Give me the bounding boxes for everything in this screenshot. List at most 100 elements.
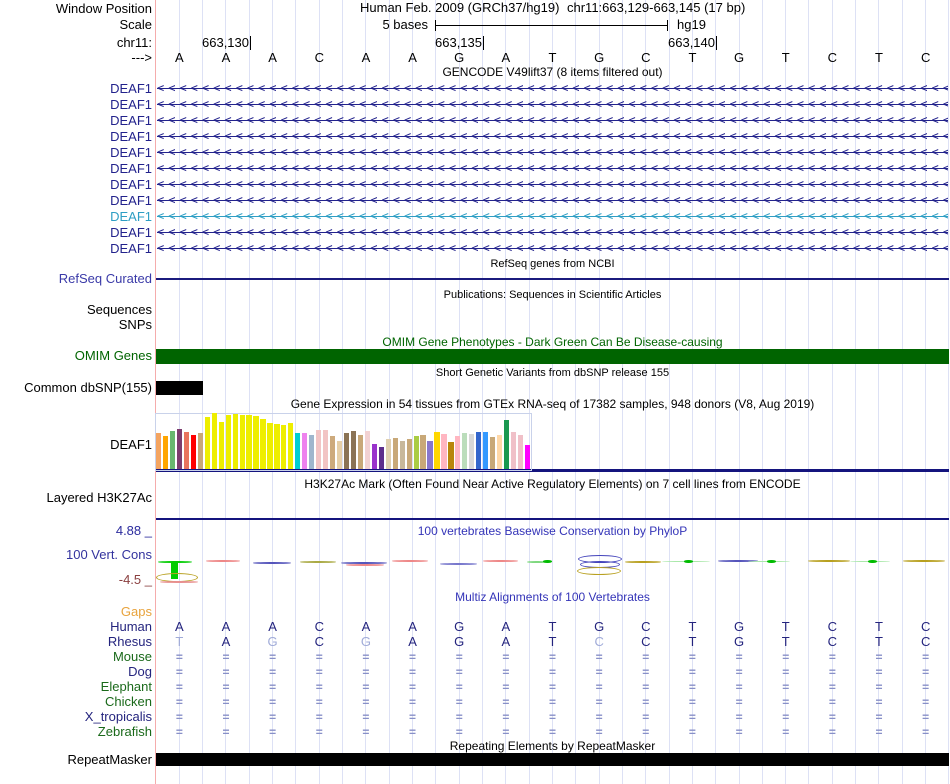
track-label-4-88-[interactable]: 4.88 _ [115, 523, 152, 538]
transcript-label[interactable]: DEAF1 [110, 129, 152, 144]
species-label-dog[interactable]: Dog [128, 664, 152, 679]
track-label-sequences[interactable]: Sequences [86, 302, 152, 317]
gtex-tissue-bar[interactable] [204, 417, 210, 469]
omim-genes-bar[interactable] [156, 349, 949, 364]
h3k27ac-baseline[interactable] [156, 518, 949, 520]
gtex-tissue-bar[interactable] [162, 436, 169, 469]
track-label-omim-genes[interactable]: OMIM Genes [74, 348, 152, 363]
gtex-tissue-bar[interactable] [316, 430, 322, 469]
species-label-chicken[interactable]: Chicken [105, 694, 152, 709]
gtex-tissue-bar[interactable] [378, 447, 384, 469]
transcript-label[interactable]: DEAF1 [110, 113, 152, 128]
transcript-intron-arrows[interactable]: <<<<<<<<<<<<<<<<<<<<<<<<<<<<<<<<<<<<<<<<… [157, 146, 948, 159]
gtex-tissue-bar[interactable] [350, 431, 357, 469]
refseq-curated-line[interactable] [156, 278, 949, 280]
transcript-intron-arrows[interactable]: <<<<<<<<<<<<<<<<<<<<<<<<<<<<<<<<<<<<<<<<… [157, 130, 948, 143]
gtex-tissue-bar[interactable] [211, 413, 217, 469]
species-label-zebrafish[interactable]: Zebrafish [97, 724, 152, 739]
transcript-label[interactable]: DEAF1 [110, 81, 152, 96]
species-label-elephant[interactable]: Elephant [100, 679, 152, 694]
transcript-intron-arrows[interactable]: <<<<<<<<<<<<<<<<<<<<<<<<<<<<<<<<<<<<<<<<… [157, 226, 948, 239]
track-label--[interactable]: ---> [131, 50, 152, 65]
gtex-tissue-bar[interactable] [483, 432, 489, 469]
gtex-tissue-bar[interactable] [371, 444, 377, 469]
gtex-tissue-bar[interactable] [183, 432, 190, 469]
gtex-tissue-bar[interactable] [267, 423, 273, 469]
gtex-tissue-bar[interactable] [225, 415, 231, 469]
gtex-tissue-bar[interactable] [169, 431, 176, 469]
transcript-intron-arrows[interactable]: <<<<<<<<<<<<<<<<<<<<<<<<<<<<<<<<<<<<<<<<… [157, 242, 948, 255]
track-label-repeatmasker[interactable]: RepeatMasker [67, 752, 152, 767]
transcript-intron-arrows[interactable]: <<<<<<<<<<<<<<<<<<<<<<<<<<<<<<<<<<<<<<<<… [157, 210, 948, 223]
species-label-mouse[interactable]: Mouse [112, 649, 152, 664]
gtex-baseline[interactable] [156, 469, 949, 472]
transcript-label[interactable]: DEAF1 [110, 177, 152, 192]
gtex-tissue-bar[interactable] [364, 431, 370, 469]
track-label-100-vert-cons[interactable]: 100 Vert. Cons [66, 547, 152, 562]
gtex-tissue-bar[interactable] [190, 435, 196, 469]
gtex-tissue-bar[interactable] [441, 434, 447, 469]
gtex-tissue-bar[interactable] [288, 423, 294, 469]
gtex-tissue-bar[interactable] [399, 441, 405, 469]
gtex-tissue-bar[interactable] [462, 433, 468, 469]
track-label-window-position[interactable]: Window Position [55, 1, 152, 16]
transcript-intron-arrows[interactable]: <<<<<<<<<<<<<<<<<<<<<<<<<<<<<<<<<<<<<<<<… [157, 194, 948, 207]
track-label--4-5-[interactable]: -4.5 _ [118, 572, 152, 587]
track-label-chr11-[interactable]: chr11: [116, 35, 152, 50]
track-label-snps[interactable]: SNPs [118, 317, 152, 332]
transcript-label[interactable]: DEAF1 [110, 225, 152, 240]
gtex-tissue-bar[interactable] [239, 415, 245, 469]
gtex-tissue-bar[interactable] [330, 436, 336, 469]
gtex-tissue-bar[interactable] [510, 432, 517, 469]
track-label-scale[interactable]: Scale [119, 17, 152, 32]
dbsnp-bar[interactable] [156, 381, 203, 395]
transcript-label[interactable]: DEAF1 [110, 145, 152, 160]
gtex-tissue-bar[interactable] [524, 445, 531, 469]
gtex-tissue-bar[interactable] [517, 435, 524, 469]
gtex-tissue-bar[interactable] [504, 420, 510, 469]
gtex-tissue-bar[interactable] [232, 414, 238, 469]
transcript-intron-arrows[interactable]: <<<<<<<<<<<<<<<<<<<<<<<<<<<<<<<<<<<<<<<<… [157, 178, 948, 191]
species-label-x_tropicalis[interactable]: X_tropicalis [84, 709, 152, 724]
gtex-tissue-bar[interactable] [497, 435, 503, 469]
gtex-tissue-bar[interactable] [455, 436, 461, 469]
gtex-tissue-bar[interactable] [469, 434, 475, 469]
gtex-tissue-bar[interactable] [246, 415, 252, 469]
gtex-tissue-bar[interactable] [413, 436, 419, 469]
transcript-label[interactable]: DEAF1 [110, 193, 152, 208]
gtex-tissue-bar[interactable] [253, 416, 259, 469]
species-label-rhesus[interactable]: Rhesus [107, 634, 152, 649]
gtex-tissue-bar[interactable] [309, 435, 315, 469]
gtex-tissue-bar[interactable] [434, 432, 440, 469]
transcript-intron-arrows[interactable]: <<<<<<<<<<<<<<<<<<<<<<<<<<<<<<<<<<<<<<<<… [157, 98, 948, 111]
gtex-tissue-bar[interactable] [260, 419, 266, 469]
gtex-tissue-bar[interactable] [420, 435, 426, 469]
gtex-tissue-bar[interactable] [476, 432, 482, 469]
species-label-gaps[interactable]: Gaps [120, 604, 152, 619]
transcript-intron-arrows[interactable]: <<<<<<<<<<<<<<<<<<<<<<<<<<<<<<<<<<<<<<<<… [157, 114, 948, 127]
transcript-intron-arrows[interactable]: <<<<<<<<<<<<<<<<<<<<<<<<<<<<<<<<<<<<<<<<… [157, 162, 948, 175]
gtex-tissue-bar[interactable] [392, 438, 398, 469]
species-label-human[interactable]: Human [110, 619, 152, 634]
track-label-refseq-curated[interactable]: RefSeq Curated [58, 271, 152, 286]
gtex-tissue-bar[interactable] [336, 441, 343, 469]
gtex-tissue-bar[interactable] [490, 437, 496, 469]
gtex-tissue-bar[interactable] [427, 441, 433, 469]
transcript-label[interactable]: DEAF1 [110, 97, 152, 112]
track-label-deaf1[interactable]: DEAF1 [110, 437, 152, 452]
track-label-layered-h3k27ac[interactable]: Layered H3K27Ac [46, 490, 152, 505]
gtex-tissue-bar[interactable] [295, 433, 301, 469]
gtex-tissue-bar[interactable] [357, 435, 364, 469]
transcript-label[interactable]: DEAF1 [110, 209, 152, 224]
repeatmasker-bar[interactable] [156, 753, 949, 766]
gtex-tissue-bar[interactable] [156, 433, 162, 469]
gtex-tissue-bar[interactable] [323, 430, 329, 469]
transcript-label[interactable]: DEAF1 [110, 241, 152, 256]
transcript-label[interactable]: DEAF1 [110, 161, 152, 176]
gtex-tissue-bar[interactable] [274, 424, 280, 469]
track-label-common-dbsnp-155-[interactable]: Common dbSNP(155) [24, 380, 152, 395]
gtex-tissue-bar[interactable] [385, 439, 391, 469]
gtex-tissue-bar[interactable] [448, 442, 454, 469]
gtex-tissue-bar[interactable] [343, 433, 350, 469]
gtex-tissue-bar[interactable] [218, 422, 224, 469]
